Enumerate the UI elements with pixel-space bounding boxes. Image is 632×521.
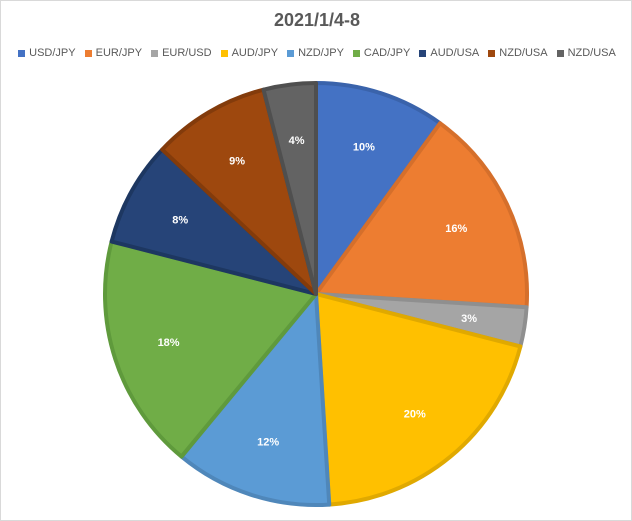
legend-label: EUR/JPY bbox=[95, 47, 143, 59]
slice-data-label: 18% bbox=[158, 337, 180, 349]
legend-label: NZD/JPY bbox=[298, 47, 344, 59]
legend-label: CAD/JPY bbox=[363, 47, 411, 59]
legend-label: AUD/JPY bbox=[231, 47, 279, 59]
legend-item: USD/JPY bbox=[18, 47, 76, 59]
legend-swatch bbox=[220, 49, 228, 57]
legend-item: NZD/USA bbox=[488, 47, 548, 59]
legend-swatch bbox=[352, 49, 360, 57]
legend-label: AUD/USA bbox=[430, 47, 480, 59]
legend-label: EUR/USD bbox=[162, 47, 212, 59]
pie-slice bbox=[314, 292, 523, 507]
legend-swatch bbox=[556, 49, 564, 57]
pie-slice bbox=[103, 239, 318, 459]
legend-item: NZD/USA bbox=[556, 47, 616, 59]
chart-legend: USD/JPY EUR/JPY EUR/USD AUD/JPY NZD/JPY CAD/J… bbox=[1, 47, 632, 59]
legend-item: NZD/JPY bbox=[287, 47, 344, 59]
legend-swatch bbox=[151, 49, 159, 57]
slice-data-label: 4% bbox=[289, 135, 305, 147]
pie-slice bbox=[179, 292, 332, 507]
legend-item: CAD/JPY bbox=[352, 47, 411, 59]
slice-data-label: 3% bbox=[461, 313, 477, 325]
pie-slice bbox=[314, 81, 443, 296]
pie-slice bbox=[261, 81, 318, 296]
legend-swatch bbox=[18, 49, 26, 57]
slice-data-label: 10% bbox=[353, 142, 375, 154]
legend-item: AUD/USA bbox=[419, 47, 479, 59]
legend-item: EUR/USD bbox=[151, 47, 212, 59]
chart-title: 2021/1/4-8 bbox=[273, 10, 361, 30]
pie-slice bbox=[160, 87, 318, 296]
legend-swatch bbox=[488, 49, 496, 57]
slice-data-label: 20% bbox=[404, 408, 426, 420]
slice-data-label: 12% bbox=[257, 436, 279, 448]
pie-slice bbox=[109, 147, 318, 296]
legend-item: EUR/JPY bbox=[84, 47, 143, 59]
legend-swatch bbox=[419, 49, 427, 57]
legend-label: USD/JPY bbox=[29, 47, 76, 59]
legend-item: AUD/JPY bbox=[220, 47, 279, 59]
legend-swatch bbox=[84, 49, 92, 57]
slice-data-label: 8% bbox=[172, 214, 188, 226]
legend-swatch bbox=[287, 49, 295, 57]
slice-data-label: 16% bbox=[445, 223, 467, 235]
slice-data-label: 9% bbox=[229, 156, 245, 168]
legend-label: NZD/USA bbox=[567, 47, 616, 59]
pie-slice bbox=[314, 121, 529, 310]
legend-label: NZD/USA bbox=[499, 47, 548, 59]
